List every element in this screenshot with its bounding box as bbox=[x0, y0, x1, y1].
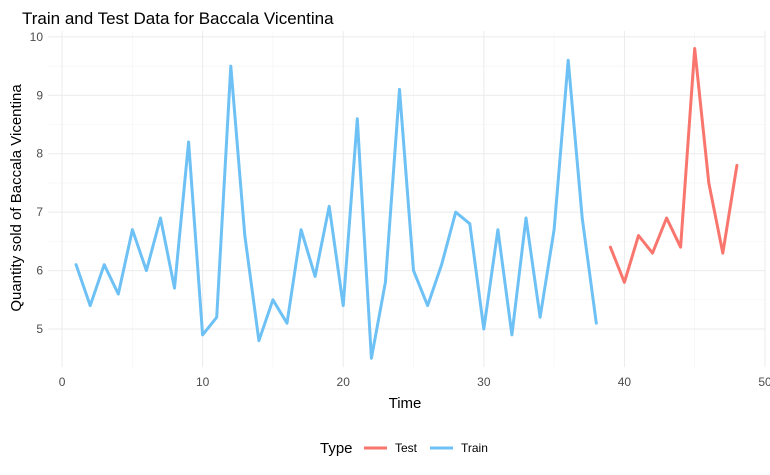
x-tick-label: 10 bbox=[196, 375, 210, 389]
x-axis-ticks: 0 10 20 30 40 50 bbox=[59, 375, 770, 389]
series-line-test bbox=[608, 47, 739, 284]
y-tick-label: 9 bbox=[36, 88, 43, 102]
y-tick-label: 8 bbox=[36, 147, 43, 161]
y-tick-label: 7 bbox=[36, 205, 43, 219]
x-axis-title: Time bbox=[389, 395, 422, 412]
legend: Type Test Train bbox=[320, 440, 488, 457]
y-tick-label: 6 bbox=[36, 264, 43, 278]
chart-title: Train and Test Data for Baccala Vicentin… bbox=[22, 9, 334, 28]
x-tick-label: 20 bbox=[337, 375, 351, 389]
y-axis-title: Quantity sold of Baccala Vicentina bbox=[8, 84, 25, 312]
legend-title: Type bbox=[320, 440, 353, 457]
legend-label-test: Test bbox=[395, 441, 418, 455]
x-tick-label: 50 bbox=[758, 375, 770, 389]
y-tick-label: 5 bbox=[36, 322, 43, 336]
x-tick-label: 40 bbox=[618, 375, 632, 389]
grid bbox=[48, 31, 766, 367]
legend-label-train: Train bbox=[461, 441, 488, 455]
x-tick-label: 30 bbox=[477, 375, 491, 389]
series-line-train bbox=[74, 58, 598, 360]
series-lines bbox=[74, 47, 739, 360]
y-tick-label: 10 bbox=[30, 30, 44, 44]
y-axis-ticks: 5 6 7 8 9 10 bbox=[30, 30, 44, 336]
x-tick-label: 0 bbox=[59, 375, 66, 389]
